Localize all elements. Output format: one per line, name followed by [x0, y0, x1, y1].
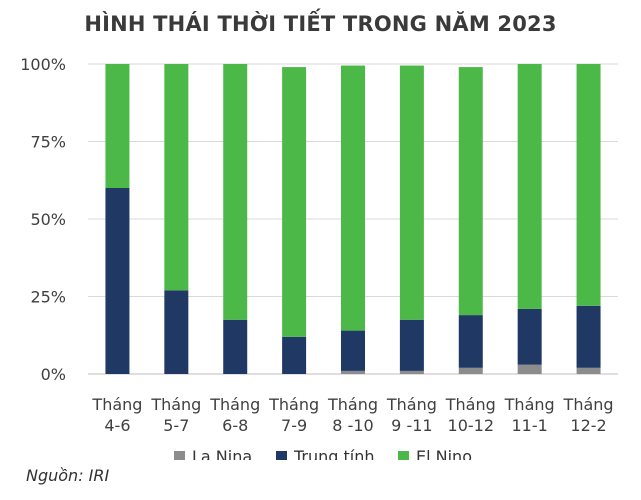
bar-segment — [517, 364, 542, 374]
legend-swatch — [174, 451, 185, 460]
bar-segment — [458, 67, 483, 316]
legend-label: El Nino — [416, 447, 472, 460]
bar-segment — [458, 367, 483, 374]
stacked-bar-chart: 0% 25% 50% 75% 100% Tháng 4-6 Tháng 5-7 Tháng 6-8… — [20, 55, 618, 460]
bar-segment — [576, 64, 601, 306]
legend: La Nina Trung tính El Nino — [174, 447, 472, 460]
x-tick-label: 5-7 — [163, 416, 189, 435]
x-tick-label: Tháng — [268, 395, 319, 414]
y-tick-label: 25% — [30, 288, 66, 307]
bar-segment — [282, 67, 307, 337]
bar-segment — [576, 367, 601, 374]
x-tick-label: 10-12 — [448, 416, 495, 435]
x-tick-label: 4-6 — [104, 416, 130, 435]
x-tick-label: 6-8 — [222, 416, 248, 435]
source-note: Nguồn: IRI — [26, 466, 110, 485]
y-tick-label: 100% — [20, 55, 66, 74]
chart-title: HÌNH THÁI THỜI TIẾT TRONG NĂM 2023 — [84, 12, 557, 36]
x-tick-label: Tháng — [386, 395, 437, 414]
x-tick-label: Tháng — [563, 395, 614, 414]
legend-label: La Nina — [192, 447, 252, 460]
x-tick-label: Tháng — [209, 395, 260, 414]
legend-label: Trung tính — [293, 447, 375, 460]
bar-segment — [399, 319, 424, 371]
x-tick-label: Tháng — [327, 395, 378, 414]
x-tick-label: Tháng — [91, 395, 142, 414]
x-tick-label: 11-1 — [512, 416, 548, 435]
bar-segment — [399, 370, 424, 374]
bar-segment — [399, 65, 424, 320]
y-tick-label: 0% — [41, 365, 66, 384]
bar-segment — [164, 64, 189, 291]
bar-segment — [282, 336, 307, 374]
x-tick-label: 8 -10 — [332, 416, 373, 435]
bar-segment — [458, 315, 483, 368]
bar-segment — [105, 188, 130, 374]
x-tick-label: Tháng — [150, 395, 201, 414]
bar-segment — [341, 65, 365, 331]
bar-segment — [223, 319, 248, 374]
bar-segment — [341, 330, 365, 371]
bar-segment — [223, 64, 248, 320]
bar-segment — [341, 370, 365, 374]
x-tick-label: 9 -11 — [391, 416, 432, 435]
bar-segment — [517, 308, 542, 365]
y-tick-label: 50% — [30, 210, 66, 229]
x-tick-label: Tháng — [445, 395, 496, 414]
legend-swatch — [398, 451, 409, 460]
x-tick-label: 12-2 — [570, 416, 606, 435]
x-axis-labels: Tháng 4-6 Tháng 5-7 Tháng 6-8 Tháng 7-9 Tháng 8 -… — [91, 395, 613, 435]
y-tick-label: 75% — [30, 133, 66, 152]
bar-segment — [164, 290, 189, 374]
bars — [105, 64, 601, 374]
x-tick-label: Tháng — [504, 395, 555, 414]
x-tick-label: 7-9 — [281, 416, 307, 435]
legend-swatch — [276, 451, 287, 460]
bar-segment — [576, 305, 601, 368]
y-axis-ticks: 0% 25% 50% 75% 100% — [20, 55, 66, 384]
bar-segment — [517, 64, 542, 309]
bar-segment — [105, 64, 130, 188]
